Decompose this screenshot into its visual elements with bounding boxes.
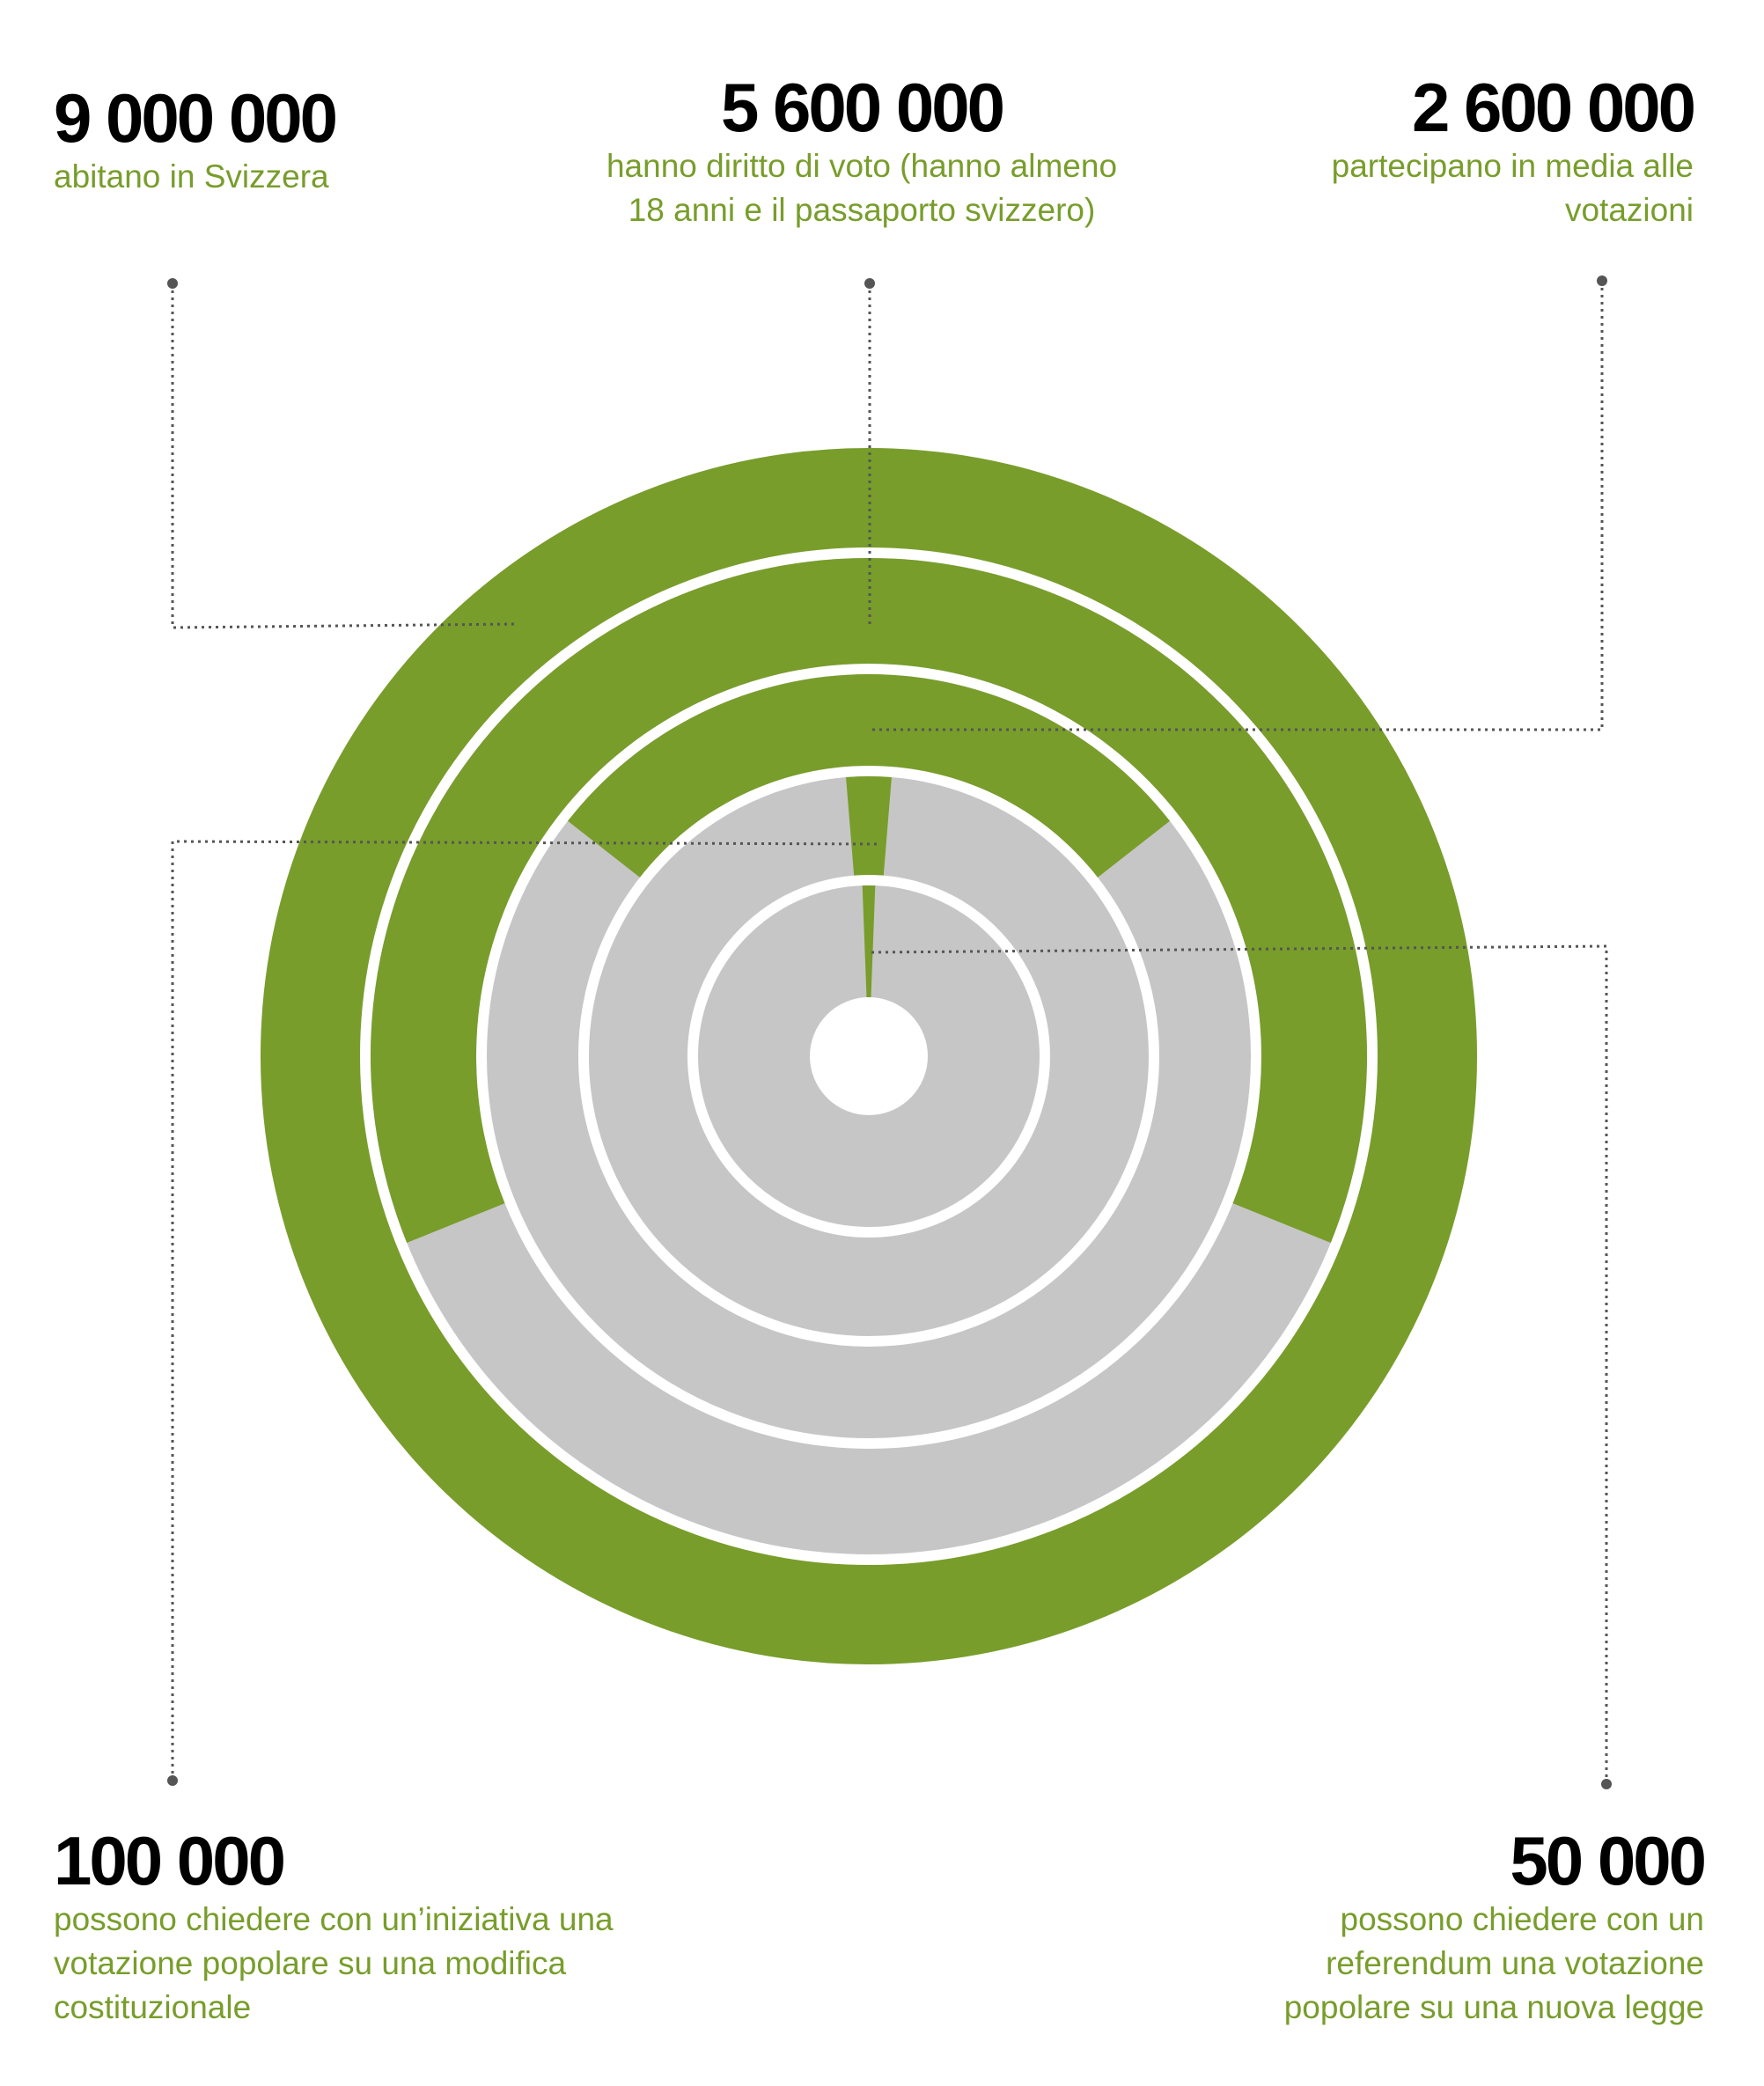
- ring-0-filled: [261, 448, 1477, 1664]
- label-initiative: 100 000 possono chiedere con un’iniziati…: [54, 1824, 723, 2030]
- leader-dot-3: [167, 1775, 178, 1786]
- leader-line-2: [871, 281, 1604, 731]
- voters-description: hanno diritto di voto (hanno almeno 18 a…: [606, 148, 1118, 228]
- ring-2-filled: [568, 673, 1170, 878]
- leader-line-3: [171, 840, 880, 1781]
- label-participants: 2 600 000 partecipano in media alle vota…: [1236, 69, 1696, 232]
- referendum-number: 50 000: [1510, 1822, 1707, 1899]
- leader-line-4: [871, 944, 1608, 1784]
- leader-line-0: [171, 283, 515, 629]
- leader-dot-0: [167, 278, 178, 289]
- leader-dot-2: [1597, 275, 1607, 286]
- label-population: 9 000 000 abitano in Svizzera: [54, 81, 494, 199]
- leader-dot-4: [1601, 1779, 1612, 1789]
- label-referendum: 50 000 possono chiedere con un referendu…: [1211, 1822, 1707, 2030]
- label-voters: 5 600 000 hanno diritto di voto (hanno a…: [598, 70, 1126, 232]
- initiative-number: 100 000: [54, 1822, 286, 1899]
- ring-1-filled: [370, 557, 1368, 1244]
- leader-dot-1: [864, 278, 875, 289]
- voters-number: 5 600 000: [720, 69, 1005, 146]
- ring-4-filled: [862, 885, 876, 998]
- participants-description: partecipano in media alle votazioni: [1331, 148, 1694, 228]
- population-number: 9 000 000: [54, 79, 338, 157]
- referendum-description: possono chiedere con un referendum una v…: [1283, 1901, 1704, 2025]
- population-description: abitano in Svizzera: [54, 158, 329, 195]
- participants-number: 2 600 000: [1411, 69, 1696, 146]
- initiative-description: possono chiedere con un’iniziativa una v…: [54, 1901, 614, 2025]
- ring-3-filled: [846, 776, 892, 876]
